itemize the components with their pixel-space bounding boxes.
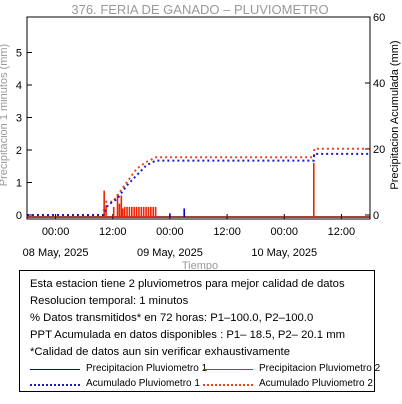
legend-p2-cum-swatch [203,384,253,386]
x-tick-label: 00:00 [156,226,184,238]
info-line-resolution: Resolucion temporal: 1 minutos [30,295,189,307]
p2-bar [118,203,121,217]
x-date-label: 10 May, 2025 [251,247,317,259]
p1-cumulative-line [27,152,370,216]
p1-bar [183,208,186,217]
legend-p2-swatch [203,369,253,370]
y-left-tick-label: 0 [16,210,22,222]
x-axis-label: Tiempo [182,260,218,270]
legend-p1-label: Precipitacion Pluviometro 1 [86,363,208,374]
p2-bar [312,163,315,217]
p2-bar [123,206,126,217]
y-left-tick-label: 5 [16,48,22,60]
p2-bar [138,206,140,217]
y-left-tick-label: 1 [16,178,22,190]
p2-bar [116,193,119,217]
y-left-tick-label: 4 [16,80,22,92]
x-tick-label: 12:00 [213,226,241,238]
p2-bar [103,190,105,217]
x-tick-label: 00:00 [42,226,70,238]
p2-bar [150,206,152,217]
p2-bar [152,206,155,217]
info-line-accumulated: PPT Acumulada en datos disponibles : P1–… [30,329,346,341]
p2-bar [131,206,133,217]
p1-bar [169,213,171,217]
x-date-label: 09 May, 2025 [137,247,203,259]
p2-cumulative-line [27,147,370,216]
p2-bar [145,206,147,217]
p2-bar [128,206,131,217]
x-date-label: 08 May, 2025 [23,247,89,259]
p2-bar [142,206,145,217]
x-tick-label: 12:00 [99,226,127,238]
p2-bar [120,195,123,217]
x-tick-label: 12:00 [328,226,356,238]
p2-bar [112,206,115,217]
p2-bar [154,206,157,217]
rain-chart: 376. FERIA DE GANADO – PLUVIOMETRO Preci… [0,2,401,270]
p2-bar [126,206,128,217]
y-axis-right-label: Precipitacion Acumulada (mm) [389,40,401,189]
x-tick-label: 00:00 [270,226,298,238]
p2-bar [140,206,143,217]
p2-bar [121,208,124,217]
y-right-tick-label: 60 [373,12,385,24]
legend-p2-label: Precipitacion Pluviometro 2 [259,363,381,374]
y-left-tick-label: 2 [16,145,22,157]
p2-bar [135,206,138,217]
y-right-tick-label: 40 [373,78,385,90]
plot-frame [26,16,371,220]
legend-p1-cum-swatch [30,384,80,386]
p2-bar [133,206,135,217]
info-box: Esta estacion tiene 2 pluviometros para … [19,270,380,392]
info-line-transmitted: % Datos transmitidos* en 72 horas: P1–10… [30,312,314,324]
legend-p2-cum-label: Acumulado Pluviometro 2 [259,378,373,389]
legend-p1-swatch [30,369,80,370]
info-line-stations: Esta estacion tiene 2 pluviometros para … [30,278,345,290]
plot-area: 0 1 2 3 4 5 0 20 40 60 00:00 12:00 00:00 12:00 00:00 12… [16,12,385,259]
y-right-tick-label: 20 [373,144,385,156]
y-right-tick-label: 0 [373,210,379,222]
p2-bar [147,206,150,217]
y-left-tick-label: 3 [16,113,22,125]
info-line-quality: *Calidad de datos aun sin verificar exha… [30,346,290,358]
y-axis-left-label: Precipitacion 1 minutos (mm) [0,44,10,186]
legend-p1-cum-label: Acumulado Pluviometro 1 [86,378,200,389]
chart-title: 376. FERIA DE GANADO – PLUVIOMETRO [71,2,328,17]
